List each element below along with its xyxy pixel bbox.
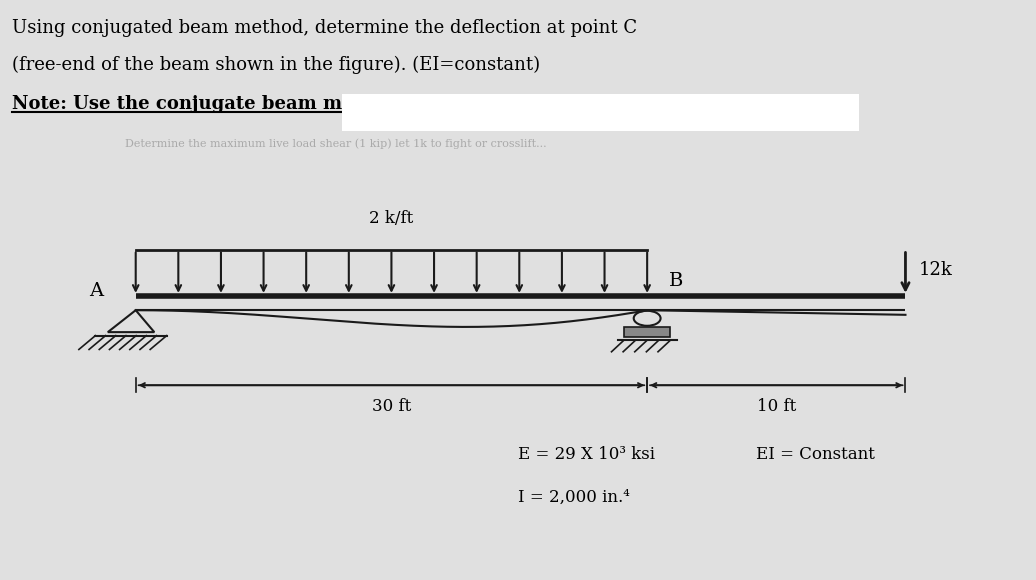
Bar	[624, 327, 670, 338]
Text: 2 k/ft: 2 k/ft	[369, 209, 413, 227]
Bar	[342, 94, 859, 131]
Text: 30 ft: 30 ft	[372, 398, 411, 415]
Text: EI = Constant: EI = Constant	[755, 446, 874, 463]
Text: Determine the maximum live load shear (1 kip) let 1k to fight or crosslift...: Determine the maximum live load shear (1…	[125, 139, 547, 149]
Text: Using conjugated beam method, determine the deflection at point C: Using conjugated beam method, determine …	[11, 19, 637, 37]
Text: E = 29 X 10³ ksi: E = 29 X 10³ ksi	[518, 446, 655, 463]
Text: 12k: 12k	[919, 262, 953, 280]
Text: (free-end of the beam shown in the figure). (EI=constant): (free-end of the beam shown in the figur…	[11, 56, 540, 74]
Text: 10 ft: 10 ft	[756, 398, 796, 415]
Text: I = 2,000 in.⁴: I = 2,000 in.⁴	[518, 489, 630, 506]
Text: A: A	[89, 282, 104, 300]
Text: B: B	[669, 273, 684, 291]
Text: Note: Use the conjugate beam method.: Note: Use the conjugate beam method.	[11, 95, 406, 113]
